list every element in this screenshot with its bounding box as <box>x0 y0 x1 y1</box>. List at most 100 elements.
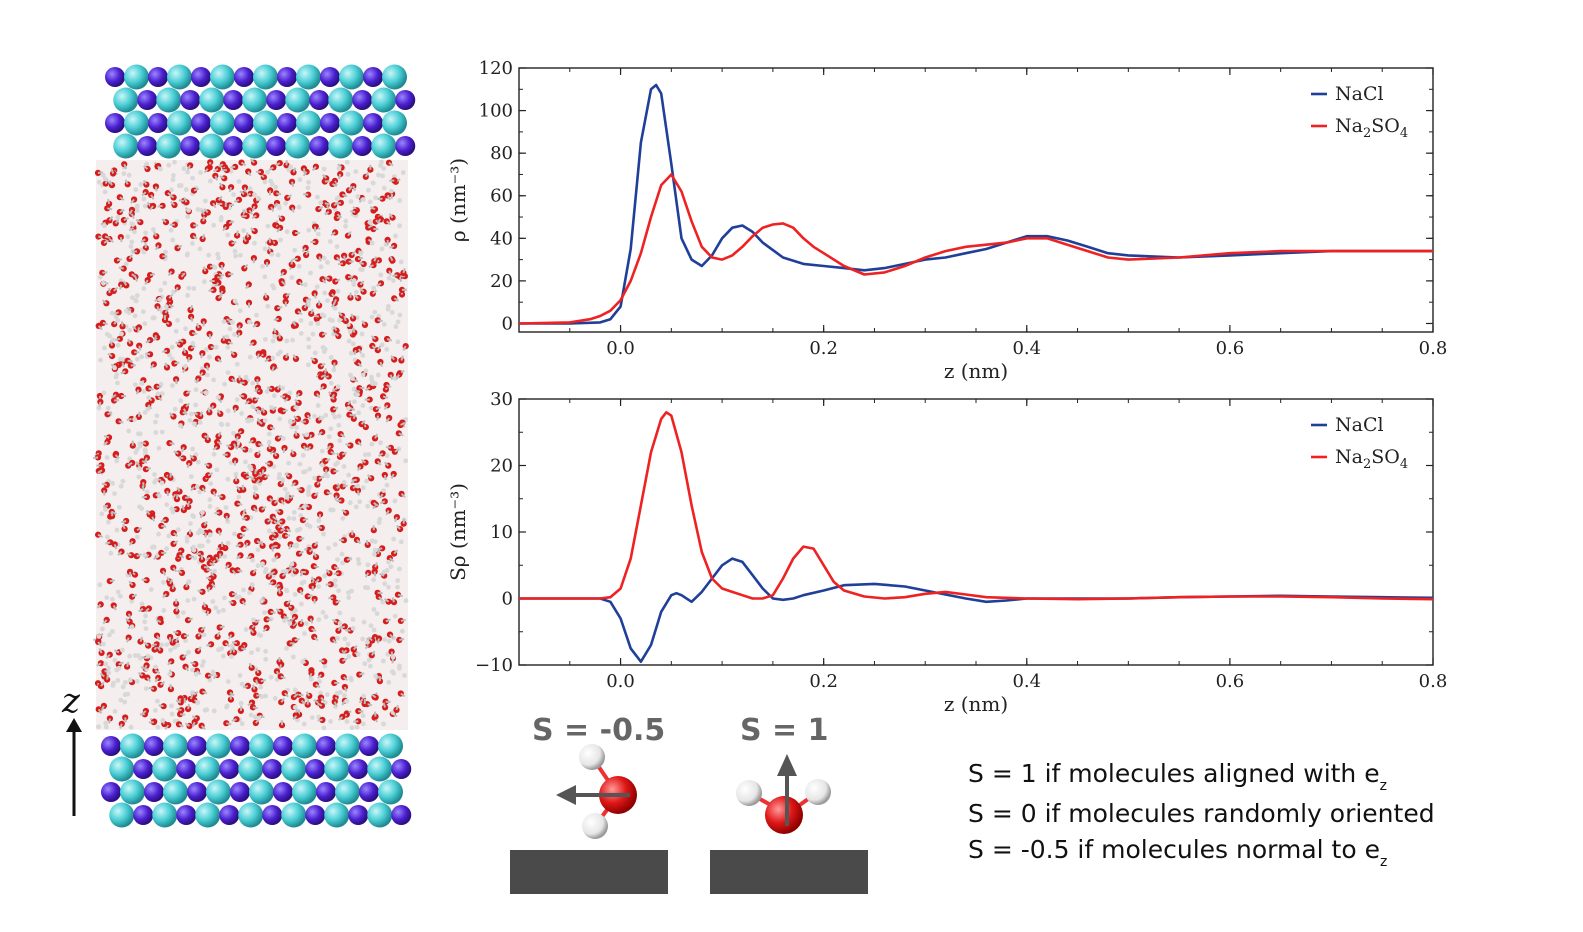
anion-atom <box>238 756 264 782</box>
cation-atom <box>105 67 125 87</box>
y-tick-label: 20 <box>490 456 513 477</box>
s-one-label: S = 1 <box>740 713 829 748</box>
anion-atom <box>210 110 235 136</box>
cation-atom <box>101 782 121 802</box>
anion-atom <box>328 133 354 159</box>
anion-atom <box>109 756 135 782</box>
y-tick-label: 60 <box>490 186 513 207</box>
series-line-nacl <box>519 83 1433 325</box>
anion-atom <box>382 64 407 90</box>
cation-atom <box>363 113 383 133</box>
top-salt-crystal <box>105 64 416 159</box>
series-line-na2so4 <box>518 173 1433 325</box>
bottom-salt-crystal <box>101 733 412 828</box>
cation-atom <box>277 67 297 87</box>
cation-atom <box>187 782 207 802</box>
anion-atom <box>152 802 178 828</box>
cation-atom <box>137 90 158 110</box>
y-tick-label: −10 <box>475 655 513 676</box>
anion-atom <box>249 779 274 805</box>
cation-atom <box>266 90 287 110</box>
cation-atom <box>234 67 254 87</box>
cation-atom <box>223 90 244 110</box>
anion-atom <box>324 756 350 782</box>
cation-atom <box>105 113 125 133</box>
anion-atom <box>292 779 317 805</box>
x-axis-label: z (nm) <box>944 692 1008 716</box>
dipole-arrow-left <box>556 785 576 805</box>
cation-atom <box>305 805 326 825</box>
anion-atom <box>281 802 307 828</box>
water-molecule-upright <box>710 754 868 894</box>
anion-atom <box>124 64 149 90</box>
orientation-diagram: S = -0.5 S = 1 <box>510 713 868 894</box>
y-tick-label: 120 <box>479 58 513 79</box>
cation-atom <box>148 67 168 87</box>
anion-atom <box>292 733 317 759</box>
cation-atom <box>320 67 340 87</box>
anion-atom <box>339 110 364 136</box>
cation-atom <box>348 805 369 825</box>
anion-atom <box>378 733 403 759</box>
surface-block-left <box>510 850 668 894</box>
anion-atom <box>195 756 221 782</box>
cation-atom <box>262 759 283 779</box>
anion-atom <box>367 802 393 828</box>
cation-atom <box>309 136 330 156</box>
anion-atom <box>206 779 231 805</box>
cation-atom <box>219 805 240 825</box>
cation-atom <box>363 67 383 87</box>
cation-atom <box>180 90 201 110</box>
y-tick-label: 10 <box>490 522 513 543</box>
surface-block-right <box>710 850 868 894</box>
cation-atom <box>305 759 326 779</box>
y-tick-label: 80 <box>490 143 513 164</box>
y-axis-label: Sρ (nm⁻³) <box>446 483 470 581</box>
anion-atom <box>371 133 397 159</box>
y-tick-label: 30 <box>490 389 513 410</box>
cation-atom <box>359 736 379 756</box>
anion-atom <box>281 756 307 782</box>
anion-atom <box>324 802 350 828</box>
cation-atom <box>180 136 201 156</box>
x-axis-label: z (nm) <box>944 359 1008 383</box>
x-tick-label: 0.8 <box>1419 338 1448 359</box>
y-tick-label: 0 <box>502 313 513 334</box>
x-tick-label: 0.0 <box>606 338 635 359</box>
anion-atom <box>242 133 268 159</box>
x-tick-label: 0.6 <box>1216 338 1245 359</box>
anion-atom <box>328 87 354 113</box>
cation-atom <box>230 736 250 756</box>
z-axis-arrow: z <box>61 681 82 816</box>
anion-atom <box>167 110 192 136</box>
anion-atom <box>296 110 321 136</box>
anion-atom <box>285 133 311 159</box>
anion-atom <box>335 733 360 759</box>
anion-atom <box>167 64 192 90</box>
anion-atom <box>199 133 225 159</box>
dipole-arrow-up <box>777 754 797 776</box>
cation-atom <box>316 736 336 756</box>
cation-atom <box>395 90 416 110</box>
legend-label: Na2SO4 <box>1335 446 1408 472</box>
water-molecules <box>92 158 409 731</box>
anion-atom <box>238 802 264 828</box>
cation-atom <box>262 805 283 825</box>
cation-atom <box>348 759 369 779</box>
anion-atom <box>156 133 182 159</box>
order-parameter-notes: S = 1 if molecules aligned with ez S = 0… <box>968 759 1435 870</box>
anion-atom <box>242 87 268 113</box>
anion-atom <box>253 110 278 136</box>
anion-atom <box>210 64 235 90</box>
x-tick-label: 0.4 <box>1012 338 1041 359</box>
cation-atom <box>176 805 197 825</box>
x-tick-label: 0.0 <box>606 671 635 692</box>
y-axis-label: ρ (nm⁻³) <box>446 158 470 242</box>
anion-atom <box>156 87 182 113</box>
anion-atom <box>152 756 178 782</box>
anion-atom <box>378 779 403 805</box>
density-chart: 0.0 0.2 0.4 0.6 0.8 0 20 40 60 80 100 120 z (nm) ρ (n… <box>446 58 1447 383</box>
s-minus-half-label: S = -0.5 <box>532 713 665 748</box>
cation-atom <box>176 759 197 779</box>
